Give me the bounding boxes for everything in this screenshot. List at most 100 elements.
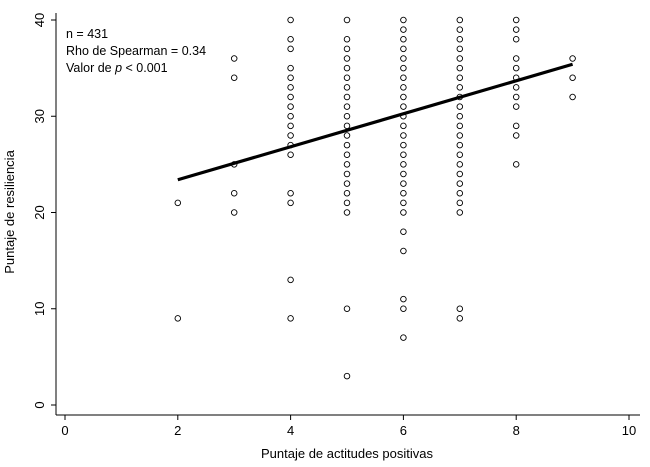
- trend-layer: [177, 62, 574, 182]
- data-point: [456, 26, 464, 33]
- data-point: [343, 199, 351, 207]
- data-point: [512, 93, 520, 101]
- data-point: [230, 189, 238, 197]
- points-layer: [174, 16, 576, 380]
- data-point: [456, 55, 464, 62]
- data-point: [343, 112, 351, 120]
- p-value-text: Valor de p < 0.001: [66, 61, 168, 75]
- data-point: [456, 84, 464, 91]
- data-point: [456, 180, 464, 187]
- data-point: [400, 55, 407, 62]
- data-point: [400, 93, 407, 101]
- y-tick-label: 0: [32, 401, 47, 408]
- data-point: [287, 45, 294, 53]
- spearman-rho-text: Rho de Spearman = 0.34: [66, 44, 206, 58]
- data-point: [343, 55, 351, 62]
- y-tick-label: 10: [32, 302, 47, 316]
- data-point: [456, 103, 464, 110]
- data-point: [343, 16, 351, 24]
- data-point: [287, 74, 294, 81]
- data-point: [400, 122, 407, 130]
- data-point: [287, 276, 294, 284]
- data-point: [343, 161, 351, 168]
- data-point: [400, 305, 407, 313]
- data-point: [456, 151, 464, 158]
- sample-size-text: n = 431: [66, 27, 108, 41]
- data-point: [230, 55, 238, 62]
- data-point: [512, 64, 520, 72]
- data-point: [456, 170, 464, 178]
- x-tick-label: 8: [513, 423, 520, 438]
- y-tick-label: 40: [32, 13, 47, 27]
- data-point: [456, 305, 464, 313]
- x-tick-label: 10: [622, 423, 636, 438]
- data-point: [400, 36, 407, 43]
- data-point: [569, 74, 576, 81]
- data-point: [569, 55, 576, 62]
- data-point: [343, 372, 351, 380]
- x-axis-label: Puntaje de actitudes positivas: [261, 446, 433, 461]
- p-value-prefix: Valor de: [66, 61, 115, 75]
- y-axis-label: Puntaje de resiliencia: [2, 149, 17, 273]
- data-point: [343, 170, 351, 178]
- data-point: [512, 161, 520, 168]
- data-point: [400, 64, 407, 72]
- data-point: [456, 122, 464, 130]
- y-tick-label: 20: [32, 205, 47, 219]
- p-value-symbol: p: [114, 61, 122, 75]
- data-point: [456, 189, 464, 197]
- data-point: [400, 151, 407, 158]
- data-point: [343, 103, 351, 110]
- data-point: [456, 74, 464, 81]
- data-point: [400, 180, 407, 187]
- data-point: [456, 315, 464, 322]
- data-point: [343, 84, 351, 91]
- data-point: [287, 199, 294, 207]
- data-point: [456, 132, 464, 139]
- data-point: [456, 16, 464, 24]
- data-point: [512, 55, 520, 62]
- data-point: [400, 103, 407, 110]
- data-point: [343, 189, 351, 197]
- data-point: [287, 132, 294, 139]
- data-point: [400, 74, 407, 81]
- data-point: [287, 151, 294, 158]
- data-point: [400, 199, 407, 207]
- data-point: [512, 132, 520, 139]
- data-point: [400, 45, 407, 53]
- trend-line: [177, 62, 574, 182]
- data-point: [512, 26, 520, 33]
- data-point: [400, 84, 407, 91]
- y-tick-label: 30: [32, 109, 47, 123]
- data-point: [400, 334, 407, 341]
- data-point: [400, 26, 407, 33]
- data-point: [230, 74, 238, 81]
- x-ticks: 0 2 4 6 8 10: [61, 415, 636, 438]
- data-point: [456, 141, 464, 149]
- data-point: [343, 151, 351, 158]
- data-point: [400, 295, 407, 303]
- data-point: [456, 209, 464, 216]
- data-point: [512, 36, 520, 43]
- data-point: [512, 103, 520, 110]
- data-point: [400, 16, 407, 24]
- data-point: [287, 112, 294, 120]
- data-point: [400, 247, 407, 255]
- data-point: [400, 189, 407, 197]
- data-point: [400, 141, 407, 149]
- data-point: [343, 122, 351, 130]
- data-point: [343, 305, 351, 313]
- data-point: [400, 161, 407, 168]
- data-point: [230, 209, 238, 216]
- data-point: [287, 315, 294, 322]
- data-point: [569, 93, 576, 101]
- data-point: [343, 180, 351, 187]
- data-point: [343, 74, 351, 81]
- x-tick-label: 2: [174, 423, 181, 438]
- data-point: [456, 45, 464, 53]
- data-point: [287, 36, 294, 43]
- stats-annotation: n = 431 Rho de Spearman = 0.34 Valor de …: [66, 27, 206, 75]
- data-point: [343, 209, 351, 216]
- x-tick-label: 6: [400, 423, 407, 438]
